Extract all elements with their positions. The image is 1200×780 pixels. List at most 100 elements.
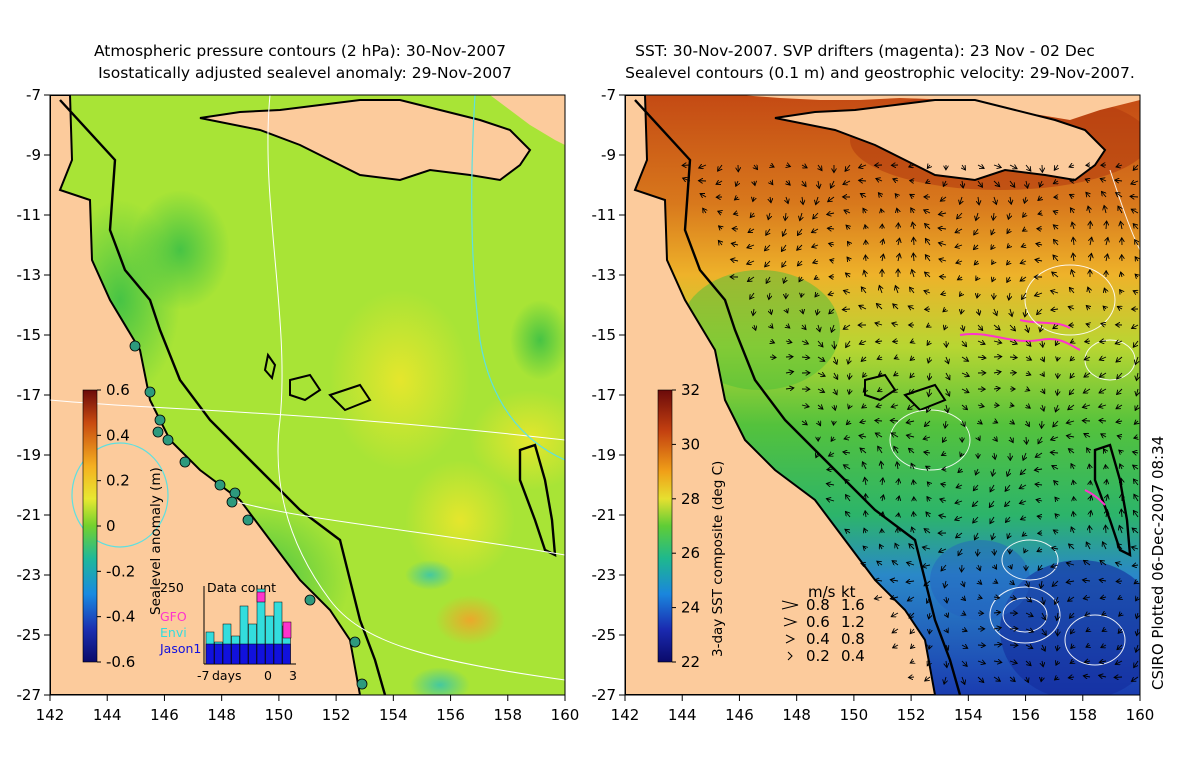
right-x-axis: 142 144 146 148 150 152 154 156 158 160 bbox=[611, 695, 1155, 724]
left-title-line2: Isostatically adjusted sealevel anomaly:… bbox=[98, 64, 512, 82]
left-y-axis: -7 -9 -11 -13 -15 -17 -19 -21 -23 -25 -27 bbox=[17, 86, 50, 704]
right-y-tick-label: -15 bbox=[592, 326, 617, 344]
left-colorbar: 0.6 0.4 0.2 0 -0.2 -0.4 -0.6 Sealevel anomaly … bbox=[82, 381, 164, 671]
vel-legend-ms: 0.8 bbox=[806, 596, 830, 614]
left-panel: Atmospheric pressure contours (2 hPa): 3… bbox=[17, 42, 580, 724]
left-y-tick-label: -27 bbox=[17, 686, 42, 704]
right-colorbar-label: 3-day SST composite (deg C) bbox=[710, 461, 726, 657]
png-peninsula bbox=[199, 99, 532, 182]
velocity-legend: m/s kt 0.8 1.60.6 1.20.4 0.80.2 0.4 bbox=[781, 583, 865, 665]
right-x-tick-label: 156 bbox=[1011, 706, 1040, 724]
vel-legend-ms: 0.6 bbox=[806, 613, 830, 631]
inset-bar bbox=[239, 643, 249, 665]
right-x-tick-label: 154 bbox=[954, 706, 983, 724]
vel-legend-arrow bbox=[783, 617, 798, 627]
data-count-inset: Data count 250 GFO Envi Jason1 -7 days 0… bbox=[159, 580, 297, 683]
left-x-tick-label: 154 bbox=[379, 706, 408, 724]
inset-bar bbox=[273, 643, 283, 665]
right-x-tick-label: 150 bbox=[840, 706, 869, 724]
left-title-line1: Atmospheric pressure contours (2 hPa): 3… bbox=[94, 42, 506, 60]
colorbar-tick-label: 0.4 bbox=[106, 426, 130, 444]
inset-bar bbox=[265, 643, 274, 665]
right-y-tick-label: -23 bbox=[592, 566, 617, 584]
right-y-tick-label: -11 bbox=[592, 206, 617, 224]
left-x-tick-label: 150 bbox=[265, 706, 294, 724]
png-peninsula-r bbox=[774, 99, 1107, 182]
inset-legend-jason1: Jason1 bbox=[159, 641, 201, 656]
left-x-tick-label: 144 bbox=[93, 706, 122, 724]
colorbar-tick-label: -0.2 bbox=[106, 562, 135, 580]
right-x-tick-label: 152 bbox=[897, 706, 926, 724]
inset-ymax: 250 bbox=[160, 580, 184, 595]
left-y-tick-label: -13 bbox=[17, 266, 42, 284]
left-y-tick-label: -23 bbox=[17, 566, 42, 584]
australia-land-r bbox=[625, 95, 937, 695]
vel-legend-arrow bbox=[785, 634, 796, 644]
colorbar-tick-label: 0.6 bbox=[106, 381, 130, 399]
inset-title: Data count bbox=[207, 580, 276, 595]
left-x-tick-label: 160 bbox=[551, 706, 580, 724]
right-y-tick-label: -7 bbox=[601, 86, 616, 104]
left-y-tick-label: -15 bbox=[17, 326, 42, 344]
right-y-tick-label: -27 bbox=[592, 686, 617, 704]
vel-legend-ms: 0.2 bbox=[806, 647, 830, 665]
left-x-tick-label: 142 bbox=[36, 706, 65, 724]
right-x-tick-label: 148 bbox=[782, 706, 811, 724]
inset-bar bbox=[205, 643, 215, 665]
left-x-axis: 142 144 146 148 150 152 154 156 158 160 bbox=[36, 695, 580, 724]
colorbar-tick-label: 32 bbox=[681, 381, 700, 399]
left-y-tick-label: -25 bbox=[17, 626, 42, 644]
left-colorbar-label: Sealevel anomaly (m) bbox=[148, 467, 164, 615]
left-x-tick-label: 156 bbox=[436, 706, 465, 724]
right-x-tick-label: 160 bbox=[1126, 706, 1155, 724]
left-y-tick-label: -17 bbox=[17, 386, 42, 404]
left-x-tick-label: 152 bbox=[322, 706, 351, 724]
colorbar-tick-label: 28 bbox=[681, 490, 700, 508]
right-y-tick-label: -17 bbox=[592, 386, 617, 404]
left-y-tick-label: -19 bbox=[17, 446, 42, 464]
inset-x-zero: 0 bbox=[264, 668, 272, 683]
png-land-r bbox=[740, 95, 1140, 120]
colorbar-tick-label: 0 bbox=[106, 517, 116, 535]
right-x-tick-label: 144 bbox=[668, 706, 697, 724]
right-title-line2: Sealevel contours (0.1 m) and geostrophi… bbox=[625, 64, 1135, 82]
colorbar-tick-label: 26 bbox=[681, 544, 700, 562]
right-map bbox=[625, 95, 1140, 695]
inset-legend-gfo: GFO bbox=[160, 609, 187, 624]
right-y-tick-label: -9 bbox=[601, 146, 616, 164]
right-x-tick-label: 146 bbox=[725, 706, 754, 724]
inset-bar bbox=[231, 643, 240, 665]
colorbar-tick-label: 30 bbox=[681, 435, 700, 453]
right-x-tick-label: 142 bbox=[611, 706, 640, 724]
vel-legend-kt: 1.6 bbox=[841, 596, 865, 614]
inset-bar bbox=[248, 643, 257, 665]
isobath bbox=[59, 99, 387, 695]
right-y-tick-label: -21 bbox=[592, 506, 617, 524]
inset-bar bbox=[222, 643, 232, 665]
plot-credit: CSIRO Plotted 06-Dec-2007 08:34 bbox=[1149, 436, 1167, 690]
left-x-tick-label: 158 bbox=[493, 706, 522, 724]
vel-legend-ms: 0.4 bbox=[806, 630, 830, 648]
vel-legend-arrow bbox=[781, 600, 799, 610]
left-y-tick-label: -9 bbox=[26, 146, 41, 164]
tide-gauges bbox=[129, 340, 368, 690]
right-x-tick-label: 158 bbox=[1068, 706, 1097, 724]
inset-bar bbox=[282, 643, 291, 665]
inset-legend-envi: Envi bbox=[160, 625, 187, 640]
right-y-tick-label: -25 bbox=[592, 626, 617, 644]
vel-legend-arrow bbox=[787, 651, 793, 661]
right-title-line1: SST: 30-Nov-2007. SVP drifters (magenta)… bbox=[635, 42, 1095, 60]
vel-header-kt: kt bbox=[841, 583, 856, 601]
inset-bar bbox=[256, 643, 266, 665]
inset-x-min: -7 bbox=[197, 668, 209, 683]
right-y-tick-label: -19 bbox=[592, 446, 617, 464]
png-land-top bbox=[150, 95, 565, 145]
left-x-tick-label: 148 bbox=[207, 706, 236, 724]
right-colorbar: 32 30 28 26 24 22 3-day SST composite (deg C) bbox=[657, 381, 726, 671]
colorbar-tick-label: 0.2 bbox=[106, 472, 130, 490]
colorbar-tick-label: -0.4 bbox=[106, 608, 135, 626]
inset-x-max: 3 bbox=[289, 668, 297, 683]
colorbar-tick-label: 22 bbox=[681, 653, 700, 671]
